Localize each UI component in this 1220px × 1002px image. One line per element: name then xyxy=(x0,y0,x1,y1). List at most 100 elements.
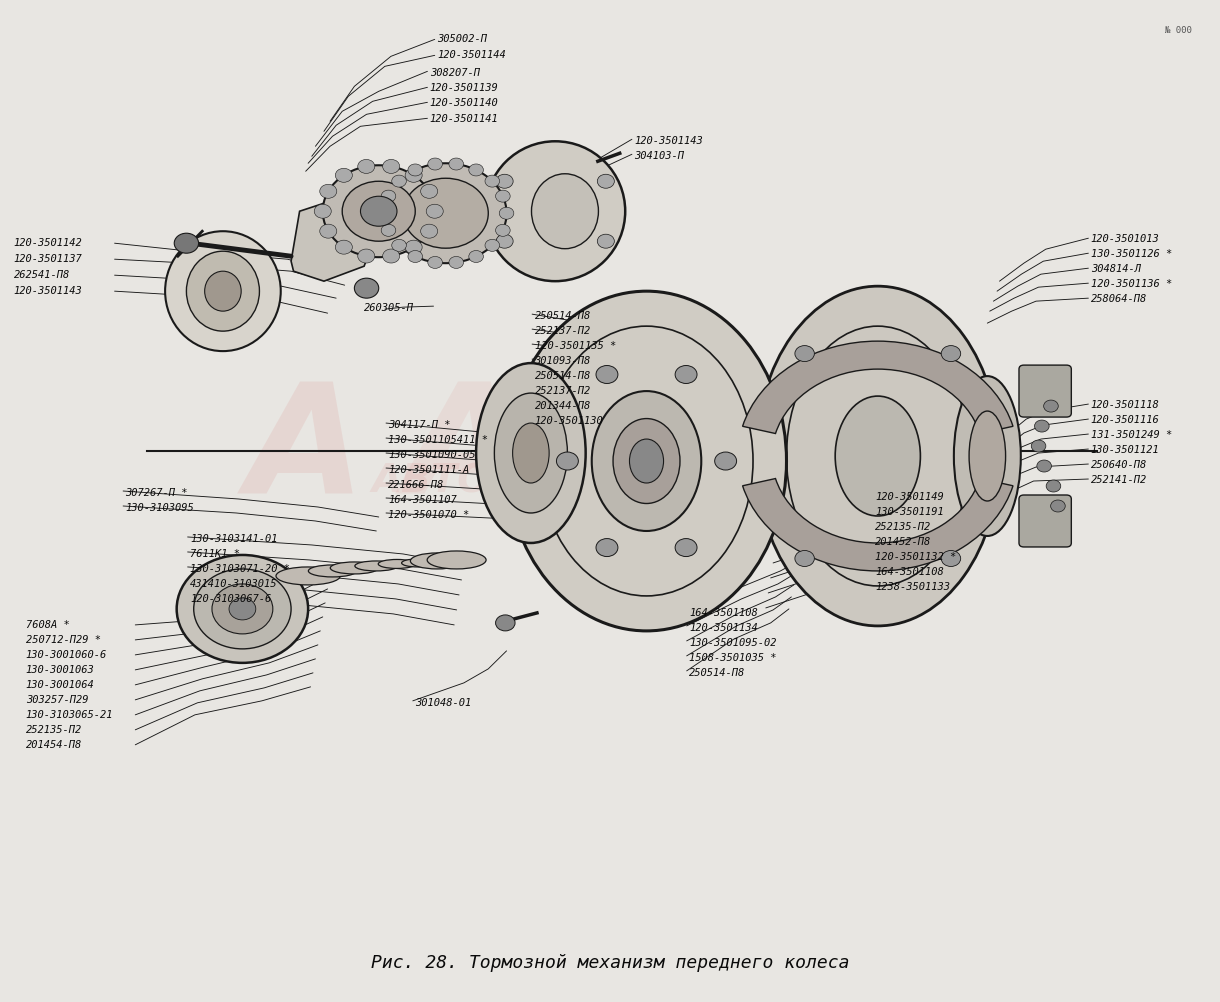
Text: 301093-П8: 301093-П8 xyxy=(534,356,590,366)
Ellipse shape xyxy=(323,165,434,258)
Text: 262541-П8: 262541-П8 xyxy=(13,271,70,281)
Text: 130-3103071-20 *: 130-3103071-20 * xyxy=(190,564,290,574)
Text: 304103-П: 304103-П xyxy=(634,151,684,161)
Circle shape xyxy=(426,204,443,218)
Circle shape xyxy=(1050,500,1065,512)
Ellipse shape xyxy=(756,287,999,626)
Circle shape xyxy=(1037,460,1052,472)
Text: 130-3103141-01: 130-3103141-01 xyxy=(190,534,278,544)
Text: 301048-01: 301048-01 xyxy=(415,697,471,707)
Text: А: А xyxy=(246,377,365,525)
Circle shape xyxy=(598,174,615,188)
Text: 252137-П2: 252137-П2 xyxy=(534,386,590,396)
Circle shape xyxy=(428,158,443,170)
Text: 120-3501136 *: 120-3501136 * xyxy=(1091,280,1172,290)
Circle shape xyxy=(795,346,815,362)
Text: № 000: № 000 xyxy=(1165,26,1192,35)
Ellipse shape xyxy=(403,178,488,248)
Text: 252135-П2: 252135-П2 xyxy=(876,522,932,532)
Text: 258064-П8: 258064-П8 xyxy=(1091,295,1147,305)
Text: 130-3001063: 130-3001063 xyxy=(26,665,94,675)
Circle shape xyxy=(449,257,464,269)
Text: 130-3501090-05: 130-3501090-05 xyxy=(388,450,476,460)
Circle shape xyxy=(320,224,337,238)
Circle shape xyxy=(941,346,960,362)
Circle shape xyxy=(495,190,510,202)
Text: 252137-П2: 252137-П2 xyxy=(534,326,590,336)
Text: А: А xyxy=(405,377,523,525)
Ellipse shape xyxy=(331,562,378,574)
Circle shape xyxy=(675,366,697,384)
Ellipse shape xyxy=(506,292,787,631)
Circle shape xyxy=(1047,480,1060,492)
Circle shape xyxy=(556,452,578,470)
Text: 130-3501126 *: 130-3501126 * xyxy=(1091,249,1172,260)
Text: 252141-П2: 252141-П2 xyxy=(1091,475,1147,485)
Text: АВТОФАЛИЯ: АВТОФАЛИЯ xyxy=(371,462,654,500)
Circle shape xyxy=(336,240,353,255)
Circle shape xyxy=(675,538,697,556)
Circle shape xyxy=(377,207,392,219)
Circle shape xyxy=(1043,400,1058,412)
Text: 120-3501130: 120-3501130 xyxy=(534,416,603,426)
Text: 130-3001064: 130-3001064 xyxy=(26,679,94,689)
Ellipse shape xyxy=(194,569,292,649)
Text: 120-3501143: 120-3501143 xyxy=(13,287,82,297)
Circle shape xyxy=(597,366,617,384)
Circle shape xyxy=(383,249,400,264)
Text: 120-3501134: 120-3501134 xyxy=(689,623,758,633)
Text: 120-3501141: 120-3501141 xyxy=(429,114,499,124)
Text: 120-3501116: 120-3501116 xyxy=(1091,415,1159,425)
Text: 250514-П8: 250514-П8 xyxy=(689,668,745,678)
Circle shape xyxy=(449,158,464,170)
Text: 120-3501140: 120-3501140 xyxy=(429,98,499,108)
Circle shape xyxy=(407,164,422,176)
Circle shape xyxy=(357,249,375,264)
Text: 7611К1 *: 7611К1 * xyxy=(190,549,240,559)
Circle shape xyxy=(486,239,500,252)
Circle shape xyxy=(174,233,199,254)
Circle shape xyxy=(486,175,500,187)
Ellipse shape xyxy=(229,598,256,620)
Text: 201344-П8: 201344-П8 xyxy=(534,401,590,411)
Circle shape xyxy=(421,184,438,198)
Ellipse shape xyxy=(355,561,398,571)
Text: 130-3001060-6: 130-3001060-6 xyxy=(26,650,107,660)
Text: 201454-П8: 201454-П8 xyxy=(26,739,82,749)
Circle shape xyxy=(421,224,438,238)
Ellipse shape xyxy=(592,391,701,531)
Text: 130-3501095-02: 130-3501095-02 xyxy=(689,638,777,648)
Circle shape xyxy=(1035,420,1049,432)
Text: 304814-Л: 304814-Л xyxy=(1091,265,1141,275)
Ellipse shape xyxy=(954,376,1021,536)
Ellipse shape xyxy=(512,423,549,483)
Ellipse shape xyxy=(187,252,260,331)
Ellipse shape xyxy=(165,231,281,351)
Ellipse shape xyxy=(836,396,920,516)
Circle shape xyxy=(392,239,406,252)
Text: 130-3501121: 130-3501121 xyxy=(1091,445,1159,455)
Text: 250712-П29 *: 250712-П29 * xyxy=(26,635,101,645)
Text: 130-3103095: 130-3103095 xyxy=(126,503,194,513)
Text: 120-3501135 *: 120-3501135 * xyxy=(534,341,616,351)
Text: 303257-П29: 303257-П29 xyxy=(26,694,88,704)
Wedge shape xyxy=(743,479,1013,571)
Circle shape xyxy=(320,184,337,198)
Ellipse shape xyxy=(630,439,664,483)
Text: 130-3103065-21: 130-3103065-21 xyxy=(26,709,113,719)
Text: 1238-3501133: 1238-3501133 xyxy=(876,582,950,592)
Text: 7608А *: 7608А * xyxy=(26,620,70,630)
Circle shape xyxy=(354,279,378,299)
Circle shape xyxy=(499,207,514,219)
Text: 1508-3501035 *: 1508-3501035 * xyxy=(689,653,777,663)
Ellipse shape xyxy=(212,584,273,634)
Ellipse shape xyxy=(309,565,356,577)
Circle shape xyxy=(715,452,737,470)
Circle shape xyxy=(941,550,960,566)
Circle shape xyxy=(468,250,483,263)
Text: 130-3501105411 *: 130-3501105411 * xyxy=(388,435,488,445)
Ellipse shape xyxy=(969,411,1005,501)
FancyBboxPatch shape xyxy=(1019,495,1071,547)
Ellipse shape xyxy=(532,173,599,248)
Ellipse shape xyxy=(276,567,340,585)
